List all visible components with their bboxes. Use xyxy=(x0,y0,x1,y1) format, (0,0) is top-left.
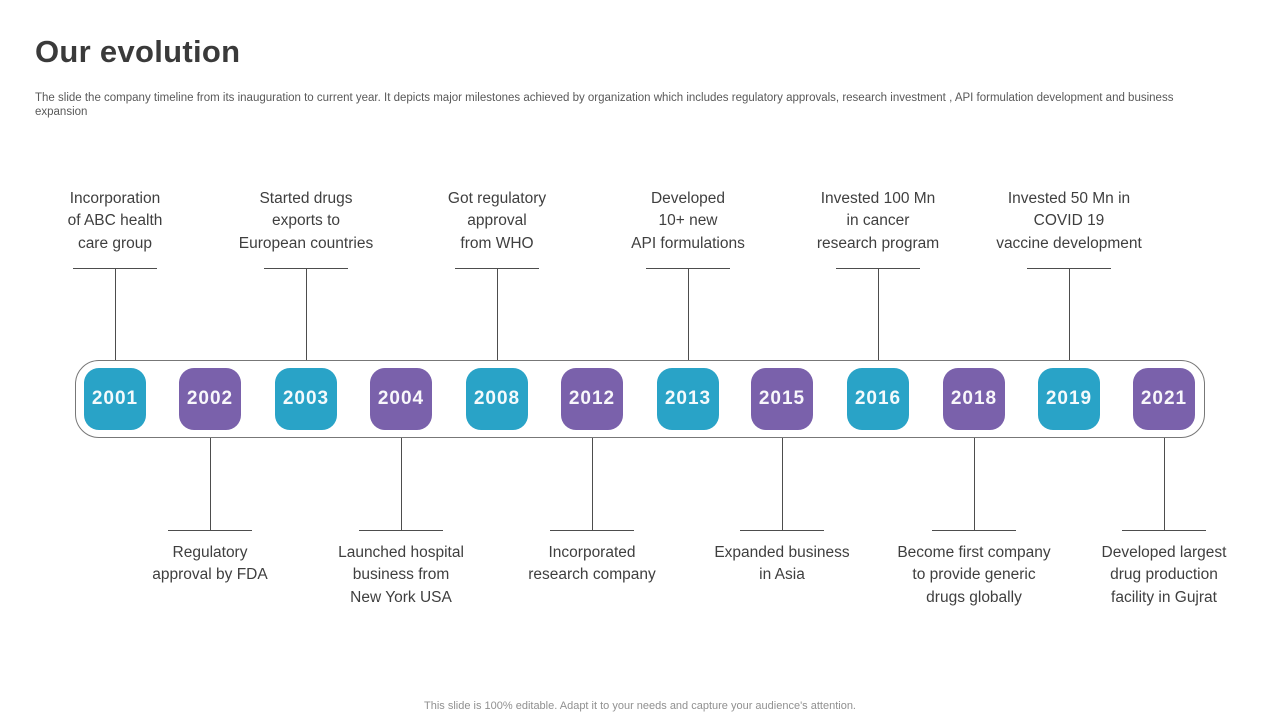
connector-stem xyxy=(878,269,879,360)
year-badge: 2018 xyxy=(943,368,1005,430)
year-badge: 2016 xyxy=(847,368,909,430)
milestone-label: Expanded business in Asia xyxy=(714,544,850,584)
milestone-label: Developed largest drug production facili… xyxy=(1101,544,1227,606)
connector-bar xyxy=(455,268,539,269)
milestone-label: Incorporated research company xyxy=(528,544,656,584)
connector-bar xyxy=(264,268,348,269)
slide-subtitle: The slide the company timeline from its … xyxy=(35,92,1174,118)
connector-stem xyxy=(497,269,498,360)
connector-stem xyxy=(401,438,402,530)
year-badge: 2001 xyxy=(84,368,146,430)
connector-bar xyxy=(740,530,824,531)
connector-stem xyxy=(115,269,116,360)
connector-stem xyxy=(210,438,211,530)
milestone-label: Started drugs exports to European countr… xyxy=(238,190,374,252)
milestone-label: Regulatory approval by FDA xyxy=(152,544,268,584)
connector-stem xyxy=(688,269,689,360)
milestone-label: Developed 10+ new API formulations xyxy=(631,190,745,252)
page-title: Our evolution xyxy=(35,34,241,69)
year-badge: 2003 xyxy=(275,368,337,430)
connector-bar xyxy=(836,268,920,269)
milestone-label: Got regulatory approval from WHO xyxy=(447,190,547,252)
connector-bar xyxy=(1027,268,1111,269)
connector-bar xyxy=(550,530,634,531)
year-badge: 2012 xyxy=(561,368,623,430)
year-badge: 2008 xyxy=(466,368,528,430)
connector-bar xyxy=(168,530,252,531)
connector-stem xyxy=(782,438,783,530)
footer-note: This slide is 100% editable. Adapt it to… xyxy=(424,700,856,712)
year-badge: 2015 xyxy=(751,368,813,430)
connector-bar xyxy=(932,530,1016,531)
year-badge: 2002 xyxy=(179,368,241,430)
milestone-label: Invested 100 Mn in cancer research progr… xyxy=(816,190,940,252)
year-badge: 2004 xyxy=(370,368,432,430)
milestone-label: Become first company to provide generic … xyxy=(897,544,1051,606)
connector-stem xyxy=(1069,269,1070,360)
connector-stem xyxy=(974,438,975,530)
milestone-label: Incorporation of ABC health care group xyxy=(67,190,163,252)
milestone-label: Invested 50 Mn in COVID 19 vaccine devel… xyxy=(996,190,1142,252)
timeline-track xyxy=(75,360,1205,438)
connector-bar xyxy=(359,530,443,531)
connector-bar xyxy=(1122,530,1206,531)
connector-bar xyxy=(646,268,730,269)
connector-stem xyxy=(306,269,307,360)
milestone-label: Launched hospital business from New York… xyxy=(338,544,464,606)
year-badge: 2013 xyxy=(657,368,719,430)
year-badge: 2021 xyxy=(1133,368,1195,430)
year-badge: 2019 xyxy=(1038,368,1100,430)
connector-stem xyxy=(592,438,593,530)
connector-stem xyxy=(1164,438,1165,530)
connector-bar xyxy=(73,268,157,269)
